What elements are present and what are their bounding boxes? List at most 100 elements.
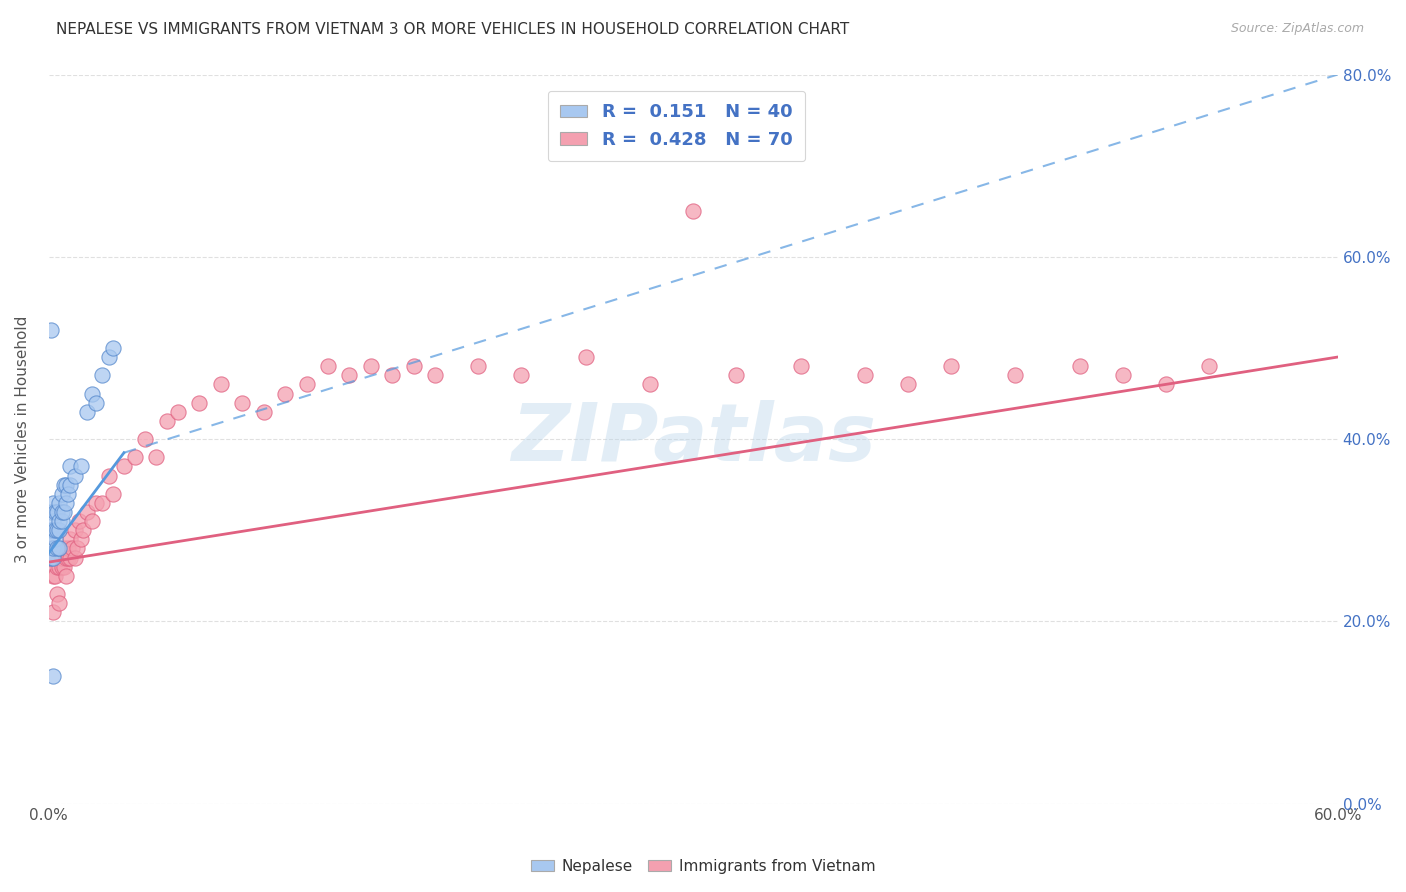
Point [48,559,70,574]
Point [66,541,89,556]
Point [134,432,156,446]
Point [42,514,65,528]
Point [682,204,704,219]
Point [51,487,73,501]
Point [63,468,86,483]
Point [48,541,70,556]
Y-axis label: 3 or more Vehicles in Household: 3 or more Vehicles in Household [15,316,30,563]
Text: NEPALESE VS IMMIGRANTS FROM VIETNAM 3 OR MORE VEHICLES IN HOUSEHOLD CORRELATION : NEPALESE VS IMMIGRANTS FROM VIETNAM 3 OR… [56,22,849,37]
Point [44,533,66,547]
Point [55,496,77,510]
Point [1069,359,1091,373]
Point [59,477,82,491]
Point [145,450,167,465]
Point [59,533,82,547]
Point [60,541,83,556]
Point [44,541,66,556]
Point [39,523,62,537]
Text: ZIPatlas: ZIPatlas [510,401,876,478]
Point [42,605,65,619]
Point [51,514,73,528]
Point [55,568,77,582]
Point [402,359,425,373]
Point [46,523,69,537]
Point [252,405,274,419]
Point [725,368,748,383]
Point [76,405,98,419]
Point [51,505,73,519]
Point [1198,359,1220,373]
Point [46,559,69,574]
Point [48,496,70,510]
Point [59,459,82,474]
Point [52,477,75,491]
Point [80,386,103,401]
Point [63,523,86,537]
Point [295,377,318,392]
Point [42,550,65,565]
Point [231,395,253,409]
Point [360,359,382,373]
Point [84,496,107,510]
Point [76,505,98,519]
Point [39,541,62,556]
Point [166,405,188,419]
Point [103,487,125,501]
Point [48,523,70,537]
Point [575,350,598,364]
Point [70,459,93,474]
Point [274,386,297,401]
Point [91,496,114,510]
Point [638,377,661,392]
Point [48,596,70,610]
Point [156,414,179,428]
Point [1004,368,1026,383]
Legend: Nepalese, Immigrants from Vietnam: Nepalese, Immigrants from Vietnam [524,853,882,880]
Point [316,359,339,373]
Point [39,533,62,547]
Point [339,368,361,383]
Point [52,505,75,519]
Point [72,523,94,537]
Point [939,359,962,373]
Point [1154,377,1177,392]
Point [42,523,65,537]
Point [55,550,77,565]
Point [48,541,70,556]
Point [56,487,79,501]
Point [42,669,65,683]
Point [84,395,107,409]
Point [44,568,66,582]
Point [44,550,66,565]
Point [425,368,447,383]
Point [51,559,73,574]
Point [467,359,489,373]
Point [52,541,75,556]
Point [46,541,69,556]
Point [39,550,62,565]
Point [112,459,135,474]
Point [46,505,69,519]
Point [42,541,65,556]
Point [55,477,77,491]
Point [124,450,146,465]
Point [103,341,125,355]
Point [97,468,120,483]
Point [80,514,103,528]
Point [188,395,211,409]
Point [39,550,62,565]
Point [1112,368,1135,383]
Point [70,533,93,547]
Point [46,587,69,601]
Point [42,550,65,565]
Point [381,368,404,383]
Point [91,368,114,383]
Point [44,505,66,519]
Point [48,514,70,528]
Point [59,550,82,565]
Point [56,550,79,565]
Text: Source: ZipAtlas.com: Source: ZipAtlas.com [1230,22,1364,36]
Legend: R =  0.151   N = 40, R =  0.428   N = 70: R = 0.151 N = 40, R = 0.428 N = 70 [547,91,806,161]
Point [63,550,86,565]
Point [42,568,65,582]
